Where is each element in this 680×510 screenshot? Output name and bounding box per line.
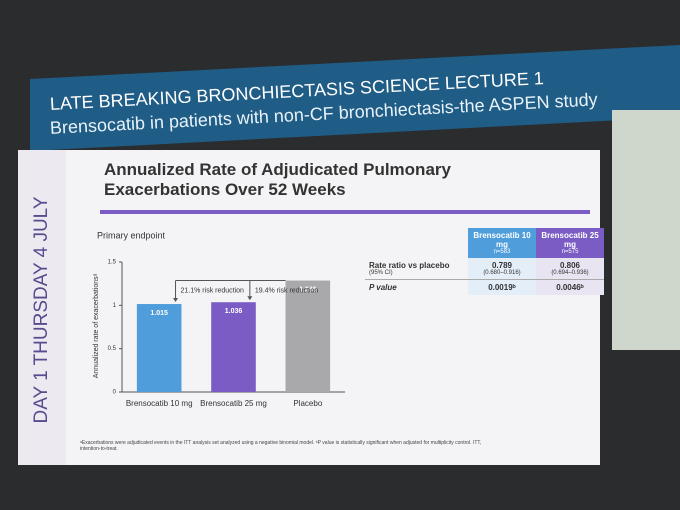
col-n: n=583: [493, 249, 511, 255]
chart-subtitle: Primary endpoint: [97, 230, 166, 240]
cell-value: 0.789: [491, 261, 513, 270]
x-tick-label: Brensocatib 25 mg: [200, 399, 267, 408]
col-title: Brensocatib 25 mg: [541, 231, 599, 249]
cell-ci: (0.694–0.936): [551, 270, 589, 276]
bar: [136, 304, 182, 392]
cell: 0.789 (0.680–0.916): [468, 258, 536, 280]
slide-title: Annualized Rate of Adjudicated Pulmonary…: [104, 160, 451, 199]
x-tick-label: Brensocatib 10 mg: [126, 399, 193, 408]
y-axis-label: Annualized rate of exacerbationsᵃ: [93, 273, 100, 378]
cell-ci: (0.680–0.916): [483, 270, 521, 276]
y-tick-label: 0: [113, 390, 117, 396]
footnote: ᵃExacerbations were adjudicated events i…: [80, 440, 482, 452]
sidebar: [18, 150, 66, 465]
side-screen: [612, 110, 680, 350]
value-label: 1.286: [299, 286, 317, 293]
cell: 0.0019ᵇ: [468, 279, 536, 295]
results-table: Brensocatib 10 mg n=583 Brensocatib 25 mg…: [365, 228, 604, 295]
blank: [365, 228, 468, 258]
annotation: 19.4% risk reduction: [255, 287, 319, 294]
cell-value: 0.806: [559, 261, 581, 270]
y-tick-label: 1: [113, 303, 117, 309]
row-title: Rate ratio vs placebo: [369, 261, 450, 270]
value-label: 1.015: [150, 310, 168, 317]
arrow-head: [173, 298, 179, 303]
arrow-head: [247, 296, 253, 301]
col-header: Brensocatib 10 mg n=583: [468, 228, 536, 258]
col-header: Brensocatib 25 mg n=575: [536, 228, 604, 258]
bar: [211, 302, 256, 392]
row-label: P value: [369, 283, 397, 292]
col-title: Brensocatib 10 mg: [473, 231, 531, 249]
x-tick-label: Placebo: [293, 399, 322, 408]
cell: 0.806 (0.694–0.936): [536, 258, 604, 280]
value-label: 1.036: [225, 308, 243, 315]
row-sub: (95% CI): [369, 270, 393, 276]
y-tick-label: 0.5: [108, 346, 117, 352]
annotation: 21.1% risk reduction: [181, 287, 245, 294]
row-label: Rate ratio vs placebo (95% CI): [365, 258, 468, 280]
col-n: n=575: [561, 249, 579, 255]
title-rule: [100, 210, 590, 214]
bar: [285, 280, 331, 392]
y-tick-label: 1.5: [108, 260, 117, 266]
cell: 0.0046ᵇ: [536, 279, 604, 295]
